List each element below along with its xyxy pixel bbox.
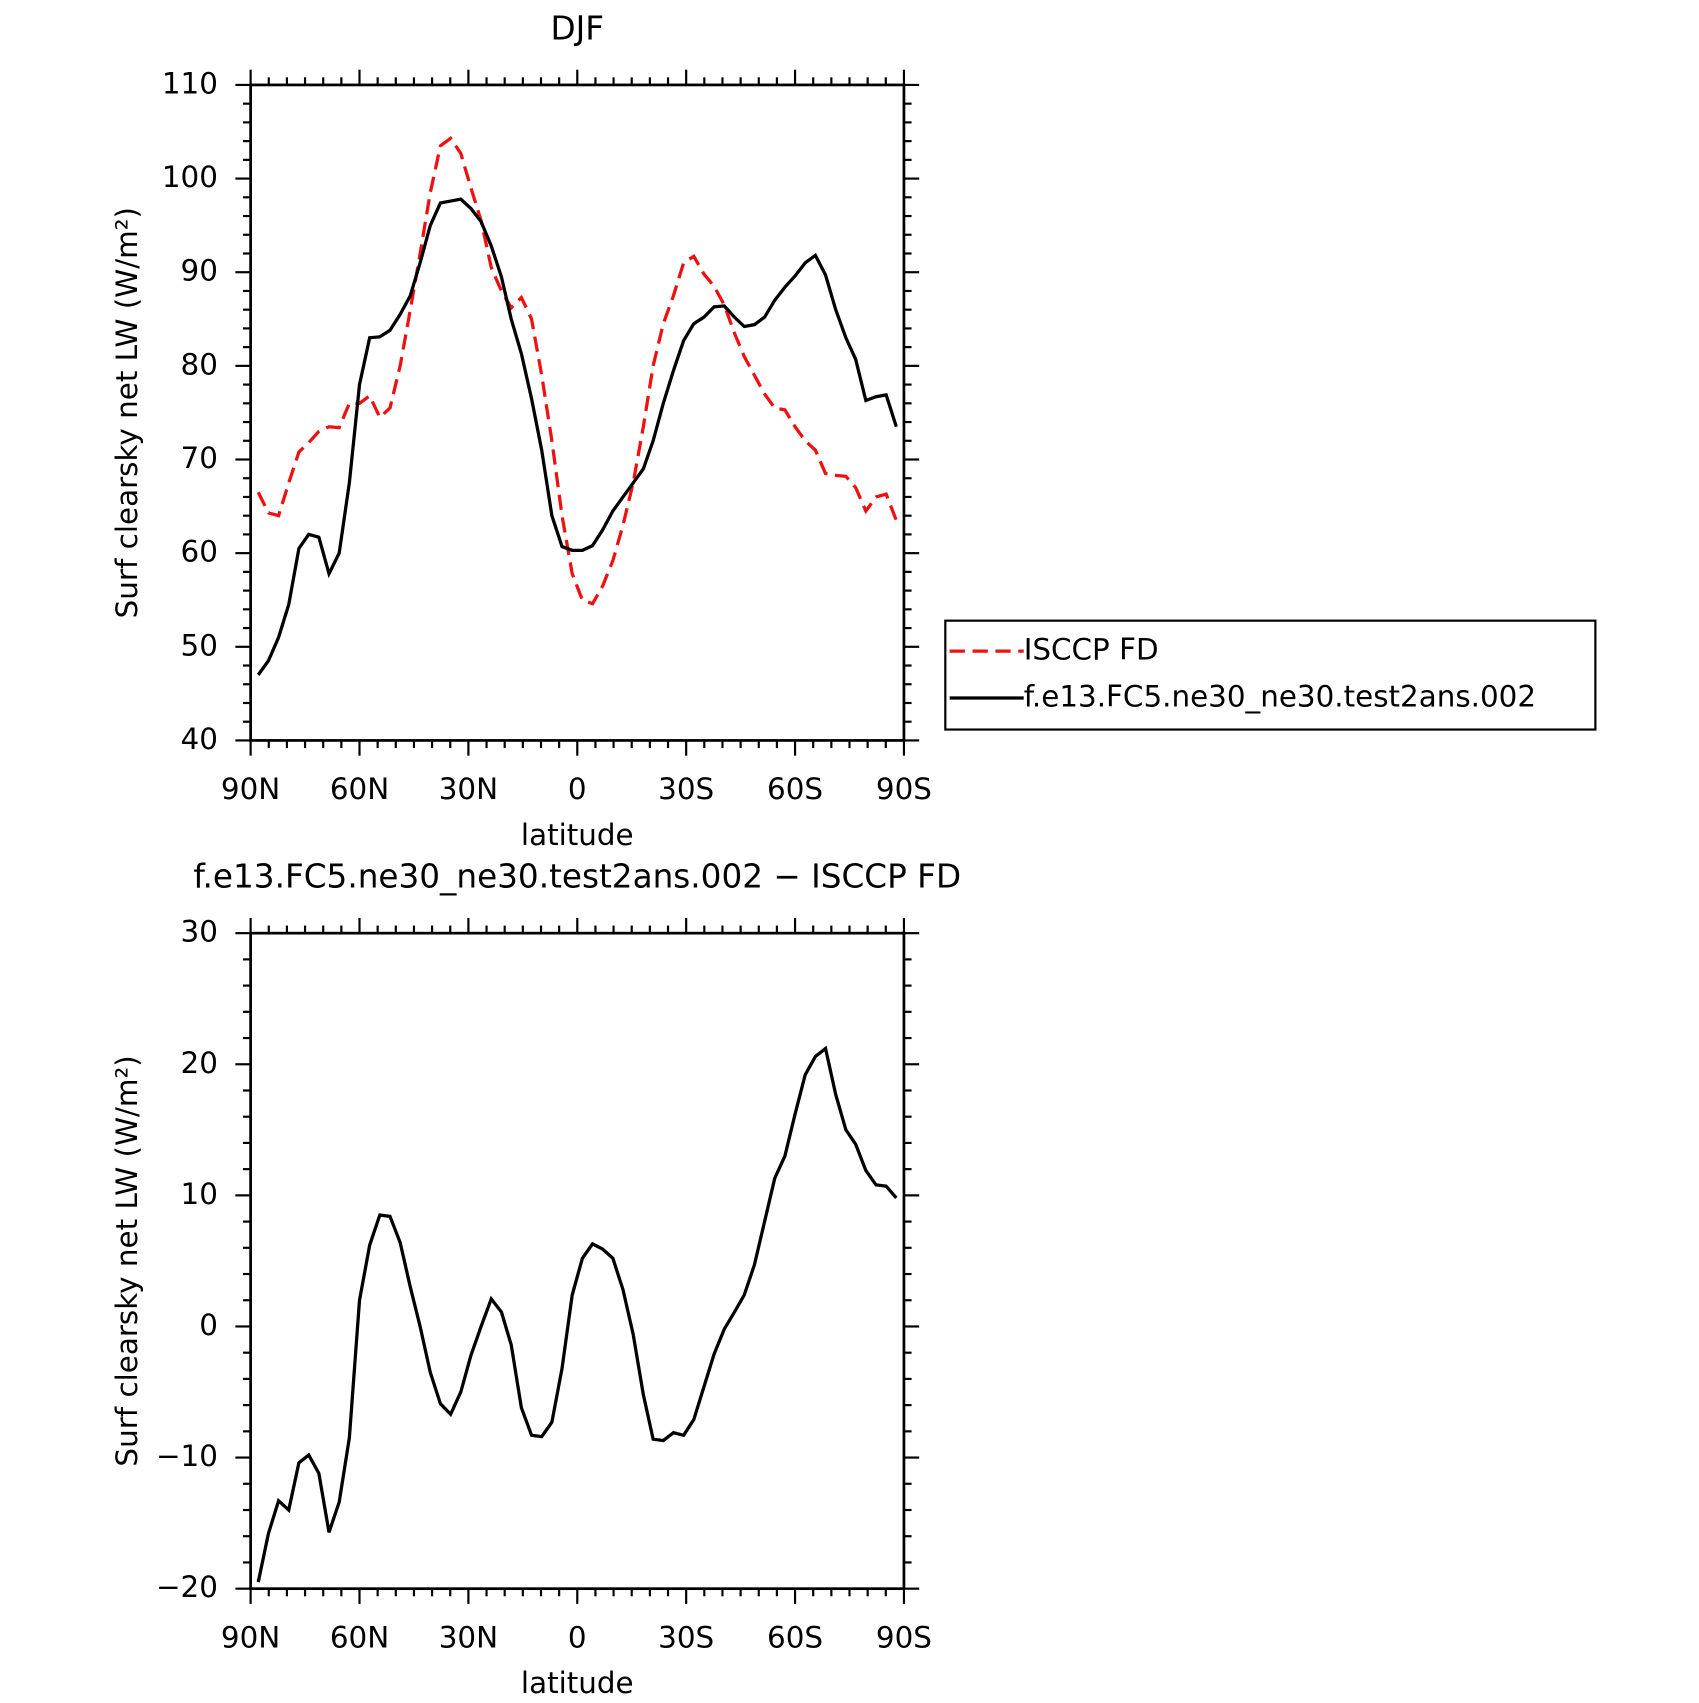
legend-label: f.e13.FC5.ne30_ne30.test2ans.002: [1024, 679, 1536, 713]
y-tick-label: 60: [181, 535, 218, 569]
x-tick-label: 30S: [658, 772, 714, 806]
y-tick-label: 50: [181, 628, 218, 662]
y-tick-label: 0: [199, 1308, 218, 1342]
chart-title: DJF: [551, 9, 605, 47]
legend-label: ISCCP FD: [1024, 633, 1159, 667]
y-tick-label: 20: [181, 1046, 218, 1080]
x-tick-label: 60S: [767, 1620, 823, 1654]
y-tick-label: 40: [181, 722, 218, 756]
y-tick-label: 110: [162, 66, 218, 100]
y-axis-label: Surf clearsky net LW (W/m²): [110, 207, 144, 618]
x-tick-label: 90S: [876, 772, 932, 806]
data-line: [256, 197, 898, 676]
x-tick-label: 60N: [330, 1620, 389, 1654]
x-tick-label: 90N: [221, 772, 280, 806]
x-tick-label: 60N: [330, 772, 389, 806]
x-tick-label: 30N: [439, 1620, 498, 1654]
plot-frame: [249, 83, 906, 742]
x-axis-label: latitude: [521, 818, 634, 852]
y-tick-label: −20: [156, 1570, 218, 1604]
data-line: [256, 1045, 898, 1583]
y-tick-label: 70: [181, 441, 218, 475]
x-tick-label: 0: [568, 772, 587, 806]
x-axis-label: latitude: [521, 1666, 634, 1700]
y-tick-label: 80: [181, 347, 218, 381]
x-tick-label: 90N: [221, 1620, 280, 1654]
y-tick-label: −10: [156, 1439, 218, 1473]
plot-frame: [249, 931, 906, 1591]
y-tick-label: 30: [181, 915, 218, 949]
chart-title: f.e13.FC5.ne30_ne30.test2ans.002 − ISCCP…: [193, 858, 961, 896]
legend-box: [944, 619, 1597, 731]
x-tick-label: 60S: [767, 772, 823, 806]
y-tick-label: 90: [181, 254, 218, 288]
x-tick-label: 30S: [658, 1620, 714, 1654]
x-tick-label: 30N: [439, 772, 498, 806]
data-line: [256, 135, 898, 606]
y-axis-label: Surf clearsky net LW (W/m²): [110, 1055, 144, 1466]
x-tick-label: 90S: [876, 1620, 932, 1654]
y-tick-label: 100: [162, 160, 218, 194]
y-tick-label: 10: [181, 1177, 218, 1211]
x-tick-label: 0: [568, 1620, 587, 1654]
